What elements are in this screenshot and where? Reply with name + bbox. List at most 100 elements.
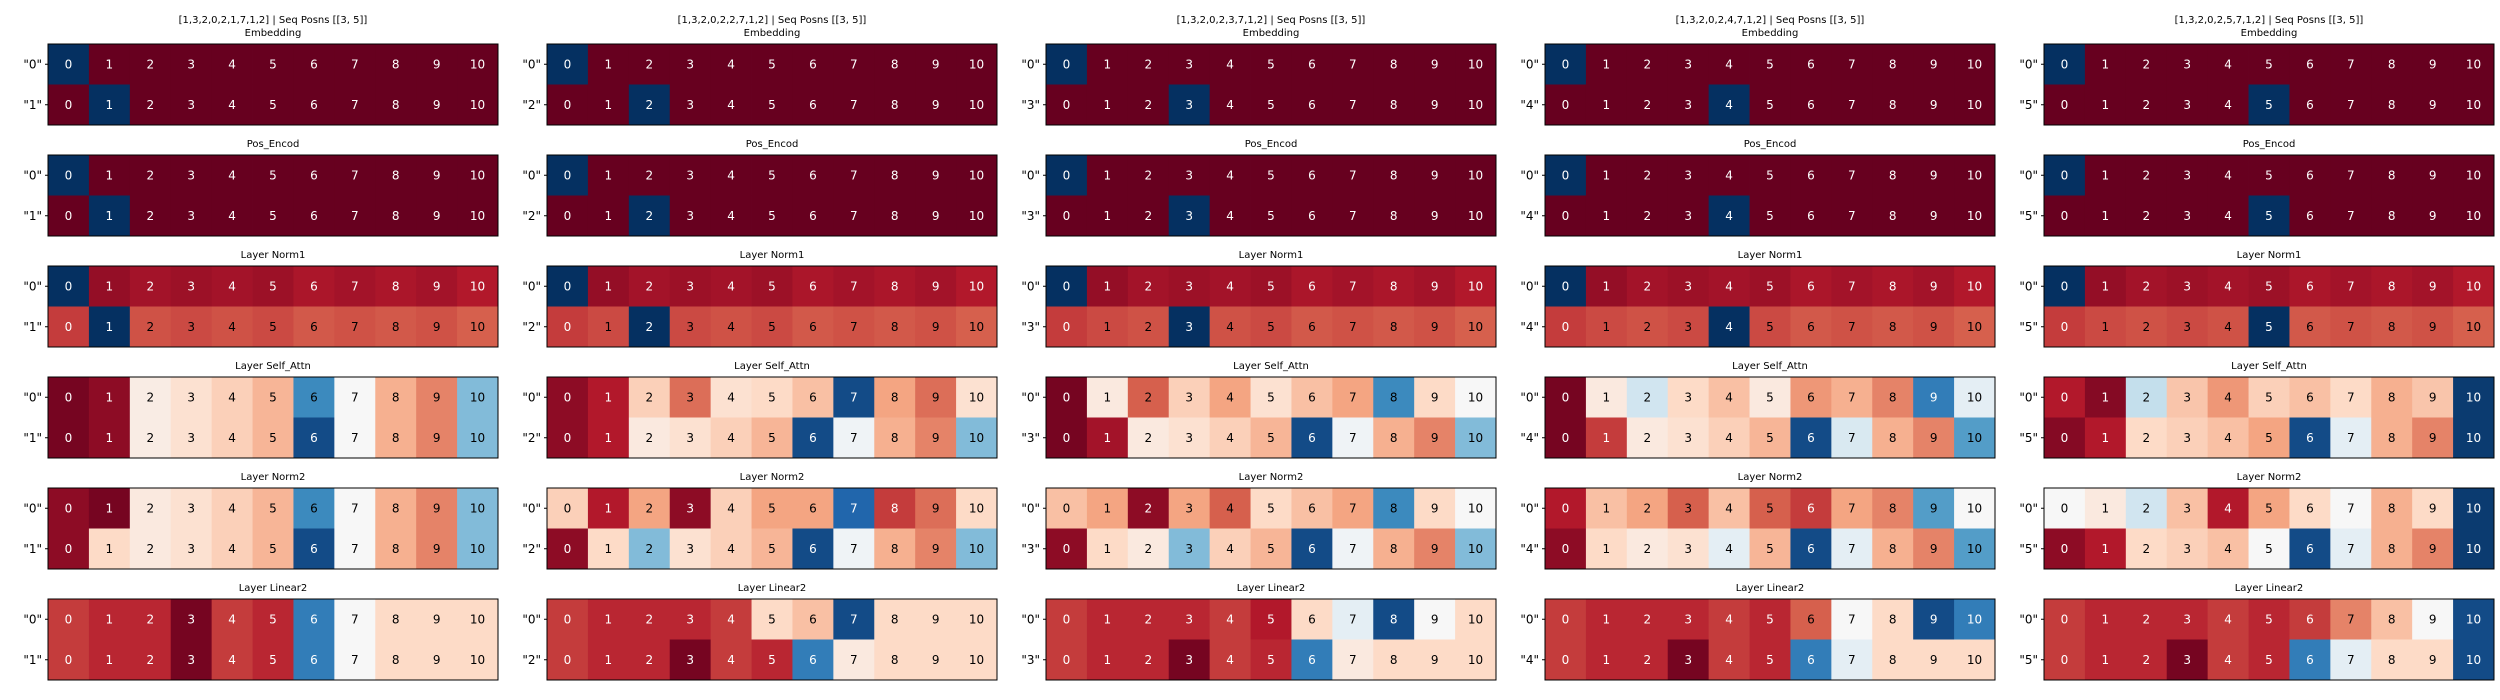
cell-label: 4 xyxy=(1226,390,1234,404)
heatmap-cell xyxy=(1545,84,1587,126)
cell-label: 3 xyxy=(2183,431,2191,445)
cell-label: 8 xyxy=(2388,98,2396,112)
cell-label: 8 xyxy=(392,390,400,404)
heatmap-cell xyxy=(833,155,875,196)
cell-label: 0 xyxy=(564,98,572,112)
y-tick-label: "0" xyxy=(522,57,541,71)
cell-label: 6 xyxy=(2306,653,2314,667)
heatmap-cell xyxy=(2412,306,2454,348)
cell-label: 6 xyxy=(809,279,817,293)
cell-label: 6 xyxy=(2306,431,2314,445)
cell-label: 5 xyxy=(1267,168,1275,182)
cell-label: 1 xyxy=(2102,57,2110,71)
cell-label: 4 xyxy=(2224,209,2232,223)
heatmap-cell xyxy=(1913,84,1955,126)
heatmap-cell xyxy=(833,488,875,529)
heatmap-cell xyxy=(2412,84,2454,126)
heatmap-cell xyxy=(1250,377,1292,418)
heatmap-cell xyxy=(2289,599,2331,640)
heatmap-cell xyxy=(1913,195,1955,237)
cell-label: 6 xyxy=(310,390,318,404)
panel-frame xyxy=(47,487,499,570)
cell-label: 1 xyxy=(106,57,114,71)
heatmap-cell xyxy=(751,84,793,126)
cell-label: 8 xyxy=(1889,168,1897,182)
cell-label: 0 xyxy=(65,431,73,445)
heatmap-cell xyxy=(1209,266,1251,307)
cell-label: 8 xyxy=(1390,320,1398,334)
column-title: [1,3,2,0,2,4,7,1,2] | Seq Posns [[3, 5]] xyxy=(1676,15,1865,26)
heatmap-cell xyxy=(1626,599,1669,640)
heatmap-cell xyxy=(1708,195,1750,237)
heatmap-cell xyxy=(1209,155,1251,196)
panel-frame xyxy=(1045,154,1497,237)
heatmap-cell xyxy=(2453,377,2495,418)
cell-label: 9 xyxy=(932,209,940,223)
heatmap-cell xyxy=(915,84,957,126)
heatmap-cell xyxy=(252,84,294,126)
heatmap-cell xyxy=(2248,528,2290,570)
heatmap-cell xyxy=(2371,195,2413,237)
cell-label: 8 xyxy=(891,209,899,223)
y-tick-label: "1" xyxy=(23,320,42,334)
cell-label: 2 xyxy=(1144,57,1152,71)
heatmap-cell xyxy=(48,266,90,307)
panel-title: Layer Norm1 xyxy=(740,250,805,261)
heatmap-cell xyxy=(833,599,875,640)
y-tick-label: "3" xyxy=(1021,209,1040,223)
heatmap-cell xyxy=(1831,488,1873,529)
y-tick-label: "0" xyxy=(522,168,541,182)
cell-label: 4 xyxy=(228,542,236,556)
cell-label: 4 xyxy=(228,320,236,334)
cell-label: 10 xyxy=(1468,98,1483,112)
cell-label: 7 xyxy=(2347,653,2355,667)
heatmap-cell xyxy=(1332,377,1374,418)
heatmap-cell xyxy=(1168,528,1211,570)
cell-label: 1 xyxy=(2102,542,2110,556)
cell-label: 10 xyxy=(969,501,984,515)
heatmap-cell xyxy=(2412,377,2454,418)
panel-title: Layer Self_Attn xyxy=(1233,361,1309,372)
cell-label: 5 xyxy=(269,209,277,223)
cell-label: 8 xyxy=(891,57,899,71)
y-tick-label: "5" xyxy=(2019,431,2038,445)
cell-label: 2 xyxy=(146,279,154,293)
heatmap-cell xyxy=(129,266,172,307)
heatmap-cell xyxy=(2371,44,2413,85)
panel-frame xyxy=(546,154,998,237)
heatmap-cell xyxy=(1626,44,1669,85)
heatmap-cell xyxy=(1086,639,1129,681)
cell-label: 7 xyxy=(1848,501,1856,515)
cell-label: 9 xyxy=(433,279,441,293)
heatmap-cell xyxy=(211,44,253,85)
heatmap-cell xyxy=(2371,488,2413,529)
cell-label: 5 xyxy=(1267,653,1275,667)
cell-label: 6 xyxy=(809,98,817,112)
heatmap-cell xyxy=(915,266,957,307)
heatmap-cell xyxy=(1954,377,1996,418)
cell-label: 8 xyxy=(891,431,899,445)
heatmap-cell xyxy=(2412,599,2454,640)
cell-label: 7 xyxy=(1349,612,1357,626)
panel-frame xyxy=(1544,265,1996,348)
heatmap-cell xyxy=(170,155,213,196)
heatmap-cell xyxy=(1332,528,1374,570)
cell-label: 1 xyxy=(2102,320,2110,334)
heatmap-cell xyxy=(669,195,712,237)
heatmap-cell xyxy=(1545,155,1587,196)
cell-label: 0 xyxy=(1063,98,1071,112)
heatmap-cell xyxy=(956,306,998,348)
cell-label: 8 xyxy=(1390,168,1398,182)
cell-label: 3 xyxy=(1684,431,1692,445)
heatmap-cell xyxy=(1626,639,1669,681)
cell-label: 2 xyxy=(645,653,653,667)
heatmap-cell xyxy=(956,639,998,681)
y-tick-label: "2" xyxy=(522,542,541,556)
heatmap-cell xyxy=(1831,84,1873,126)
heatmap-cell xyxy=(1626,528,1669,570)
heatmap-cell xyxy=(1086,599,1129,640)
cell-label: 1 xyxy=(605,431,613,445)
cell-label: 2 xyxy=(645,501,653,515)
cell-label: 9 xyxy=(433,431,441,445)
heatmap-cell xyxy=(1708,84,1750,126)
